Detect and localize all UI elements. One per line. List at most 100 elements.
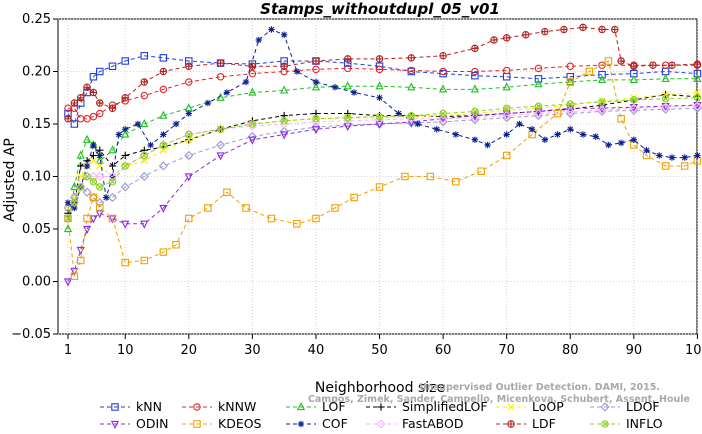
data-point-cof [452,131,460,138]
data-point-knnw [76,115,85,123]
data-point-ldof [82,187,92,197]
series-layer [63,23,702,287]
data-point-inflo [598,98,606,106]
data-point-lof [693,73,702,82]
y-axis: −0.05 0.00 0.05 0.10 0.15 0.20 0.25 [11,12,58,342]
y-tick-label: 0.25 [22,12,51,27]
data-point-ldf [96,99,104,107]
legend-label: KDEOS [218,416,262,431]
legend-label: COF [322,416,348,431]
data-point-cof [617,139,625,147]
x-axis: 1 10 20 30 40 50 60 70 80 90 100 [64,334,702,358]
legend-item-fastabod: FastABOD [366,416,464,431]
data-point-kdeos [331,204,339,212]
data-point-inflo [471,107,479,116]
legend-item-cof: COF [286,416,348,431]
data-point-loop [89,157,98,165]
data-point-kdeos [96,204,104,212]
legend-item-ldf: LDF [496,416,556,431]
data-point-cof [605,141,612,149]
x-tick-label: 10 [117,343,134,358]
data-point-cof [592,133,599,140]
data-point-lof [597,74,607,84]
data-point-inflo [630,96,638,104]
data-point-inflo [89,178,98,186]
data-point-cof [268,26,275,33]
data-point-fastabod [95,171,105,182]
data-point-kdeos [242,204,250,212]
series-ldf [64,23,702,123]
data-point-kdeos [89,193,98,202]
data-point-inflo [566,100,575,108]
data-point-cof [656,152,663,159]
legend-marker [600,402,610,412]
data-point-loop [140,157,148,165]
data-point-odin [159,204,168,214]
data-point-kdeos [502,151,511,160]
data-point-cof [376,94,383,101]
data-point-fastabod [107,171,118,182]
legend-label: SimplifiedLOF [402,399,488,414]
data-point-ldf [312,57,320,65]
data-point-lof [76,150,85,159]
data-point-fastabod [597,105,607,115]
data-point-kdeos [617,115,625,123]
data-point-odin [108,215,117,224]
data-point-inflo [121,162,129,170]
legend-item-loop: LoOP [496,399,564,414]
data-point-odin [184,173,193,182]
data-point-simplifiedlof [89,151,98,160]
data-point-ldof [88,192,99,203]
data-point-knnw [598,61,606,69]
data-point-loop [598,97,606,105]
legend-label: INFLO [626,416,663,431]
series-cof [64,26,701,212]
data-point-inflo [693,94,702,102]
data-point-ldof [63,203,73,213]
data-point-ldf [560,25,568,34]
data-point-cof [102,194,110,201]
data-point-ldf [693,60,702,68]
legend-label: LDOF [626,399,660,414]
data-point-lof [311,82,321,91]
data-point-ldf [611,25,619,34]
data-point-lof [70,181,79,191]
data-point-cof [312,78,320,86]
data-point-cof [293,68,301,75]
data-point-cof [694,152,701,159]
data-point-ldf [541,27,549,36]
data-point-cof [414,120,421,128]
data-point-inflo [502,104,511,113]
data-point-lof [407,82,416,91]
data-point-lof [108,145,117,154]
series-fastabod [63,101,702,224]
series-line-knnw [68,64,698,120]
data-point-inflo [375,112,384,121]
data-point-knnw [140,91,149,100]
data-point-knn [70,120,79,128]
series-line-odin [67,104,698,282]
y-axis-label: Adjusted AP [2,138,18,222]
data-point-ldf [121,94,129,102]
legend-item-knn: kNN [100,399,162,414]
data-point-lof [661,73,670,82]
data-point-ldf [216,59,225,67]
data-point-odin [82,225,92,235]
data-point-cof [681,154,688,161]
data-point-knn [534,75,543,83]
data-point-lof [248,87,257,96]
data-point-odin [343,122,352,132]
data-point-lof [63,223,73,233]
data-point-ldof [279,126,289,136]
data-point-fastabod [247,121,257,131]
data-point-kdeos [604,57,613,65]
data-point-ldf [490,36,498,44]
series-inflo [64,94,702,223]
data-point-kdeos [223,188,231,197]
legend-item-simplifiedlof: SimplifiedLOF [366,399,488,414]
legend-item-inflo: INFLO [590,416,663,431]
data-point-simplifiedlof [344,109,352,118]
data-point-lof [140,118,149,128]
watermark-line-1: Unsupervised Outlier Detection. DAMI, 20… [419,382,660,393]
data-point-ldf [70,99,79,107]
